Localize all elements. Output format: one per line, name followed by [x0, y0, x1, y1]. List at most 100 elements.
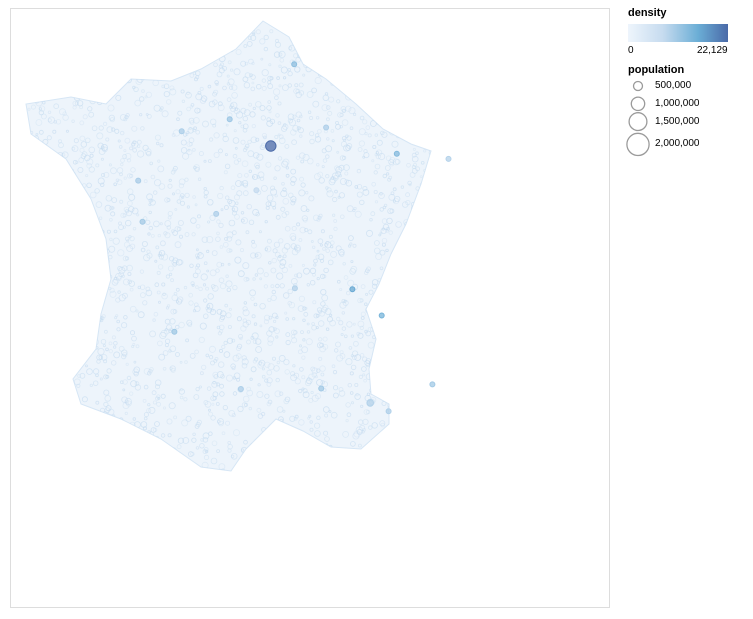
- commune-dot: [406, 163, 411, 168]
- commune-dot: [326, 66, 334, 74]
- commune-dot: [351, 355, 357, 361]
- commune-dot: [109, 117, 115, 123]
- commune-dot: [290, 176, 297, 183]
- commune-dot: [420, 299, 426, 305]
- commune-dot: [325, 154, 330, 159]
- commune-dot: [427, 314, 431, 321]
- commune-dot: [276, 76, 280, 80]
- commune-dot: [214, 80, 219, 85]
- commune-dot: [384, 332, 389, 337]
- commune-dot: [164, 232, 171, 239]
- commune-dot: [73, 21, 80, 27]
- commune-dot: [340, 106, 347, 112]
- commune-dot: [235, 201, 239, 205]
- commune-dot: [316, 415, 321, 420]
- commune-dot: [288, 192, 294, 198]
- commune-dot: [255, 29, 261, 35]
- commune-dot: [257, 171, 265, 179]
- commune-dot: [248, 219, 255, 225]
- commune-dot: [418, 296, 423, 301]
- commune-dot: [156, 401, 162, 407]
- commune-dot: [426, 229, 430, 233]
- commune-dot: [136, 213, 140, 217]
- commune-dot: [420, 425, 425, 430]
- commune-dot: [223, 205, 229, 210]
- commune-dot: [116, 319, 120, 324]
- commune-dot: [184, 360, 188, 364]
- commune-dot: [218, 222, 224, 228]
- commune-dot: [26, 317, 31, 325]
- commune-dot: [57, 428, 63, 435]
- commune-dot: [47, 23, 52, 28]
- commune-dot: [297, 349, 303, 355]
- commune-dot: [183, 397, 188, 402]
- commune-dot: [38, 110, 44, 116]
- commune-dot: [401, 446, 409, 454]
- commune-dot: [349, 47, 355, 53]
- commune-dot: [151, 70, 156, 76]
- commune-dot: [161, 282, 166, 287]
- commune-dot: [314, 375, 318, 379]
- commune-dot: [275, 283, 280, 289]
- commune-dot: [51, 163, 55, 167]
- commune-dot: [59, 239, 65, 244]
- commune-dot: [294, 83, 299, 88]
- commune-dot: [208, 31, 214, 37]
- commune-dot: [346, 73, 351, 78]
- commune-dot: [187, 322, 193, 328]
- commune-dot: [127, 173, 133, 179]
- commune-dot: [192, 309, 197, 313]
- commune-dot: [49, 27, 55, 33]
- commune-dot: [279, 263, 286, 270]
- commune-dot: [325, 105, 331, 110]
- commune-dot: [250, 34, 257, 41]
- commune-dot: [320, 380, 325, 385]
- commune-dot: [28, 330, 33, 335]
- commune-dot: [50, 463, 58, 471]
- commune-dot: [236, 316, 242, 322]
- commune-dot: [293, 246, 298, 250]
- commune-dot: [354, 210, 362, 218]
- commune-dot: [307, 157, 314, 165]
- commune-dot: [270, 188, 278, 196]
- commune-dot: [128, 47, 134, 54]
- commune-dot: [382, 453, 389, 460]
- commune-dot: [332, 213, 336, 217]
- commune-dot: [81, 93, 85, 98]
- commune-dot: [59, 176, 63, 181]
- commune-dot: [26, 362, 33, 370]
- commune-dot: [227, 444, 233, 450]
- commune-dot: [302, 153, 310, 161]
- commune-dot: [325, 469, 332, 471]
- commune-dot: [115, 297, 121, 303]
- commune-dot: [309, 427, 314, 432]
- commune-dot: [282, 158, 290, 166]
- commune-dot: [301, 375, 306, 380]
- commune-dot: [288, 263, 293, 268]
- commune-dot: [81, 64, 88, 71]
- france-population-map: [25, 20, 452, 472]
- commune-dot: [36, 422, 41, 427]
- commune-dot: [427, 208, 431, 212]
- commune-dot: [124, 397, 132, 406]
- commune-dot: [84, 315, 91, 322]
- commune-dot: [155, 461, 163, 469]
- city-point: [318, 385, 325, 392]
- commune-dot: [150, 63, 157, 71]
- commune-dot: [301, 215, 308, 222]
- commune-dot: [46, 236, 50, 240]
- commune-dot: [409, 47, 413, 52]
- commune-dot: [303, 227, 309, 233]
- commune-dot: [236, 377, 241, 382]
- commune-dot: [147, 403, 151, 407]
- commune-dot: [31, 52, 35, 56]
- commune-dot: [83, 260, 87, 264]
- commune-dot: [343, 72, 350, 79]
- commune-dot: [203, 194, 208, 199]
- commune-dot: [42, 277, 48, 282]
- commune-dot: [429, 290, 431, 297]
- commune-dot: [313, 313, 319, 319]
- commune-dot: [293, 442, 302, 450]
- commune-dot: [389, 364, 394, 368]
- commune-dot: [422, 186, 427, 191]
